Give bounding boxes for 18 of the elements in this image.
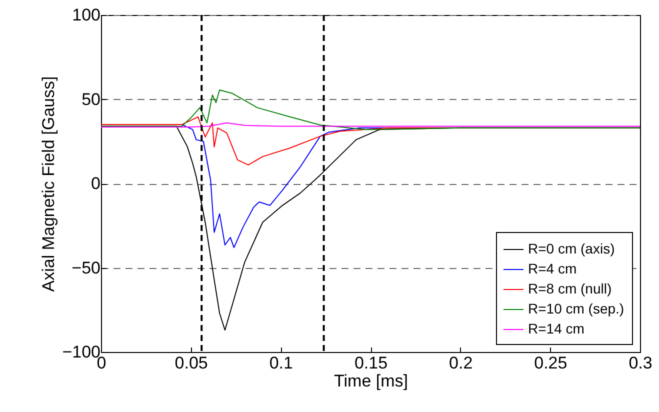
legend-label: R=14 cm <box>528 320 584 336</box>
x-axis-title: Time [ms] <box>334 372 408 390</box>
legend-label: R=0 cm (axis) <box>528 240 615 256</box>
x-tick-label: 0.15 <box>354 354 388 372</box>
legend-label: R=10 cm (sep.) <box>528 300 624 316</box>
y-tick-label: −50 <box>72 258 100 278</box>
x-tick-label: 0.3 <box>628 354 652 372</box>
y-tick-label: 0 <box>91 174 100 193</box>
legend-label: R=8 cm (null) <box>528 280 612 296</box>
y-tick-label: 50 <box>82 90 100 109</box>
y-tick-label: 100 <box>72 6 100 24</box>
y-axis-title: Axial Magnetic Field [Gauss] <box>39 76 58 292</box>
x-tick-label: 0.05 <box>174 354 208 372</box>
line-series <box>101 89 640 130</box>
x-tick-label: 0.2 <box>449 354 473 372</box>
x-tick-label: 0.25 <box>534 354 568 372</box>
x-tick-label: 0.1 <box>269 354 293 372</box>
legend-label: R=4 cm <box>528 260 577 276</box>
